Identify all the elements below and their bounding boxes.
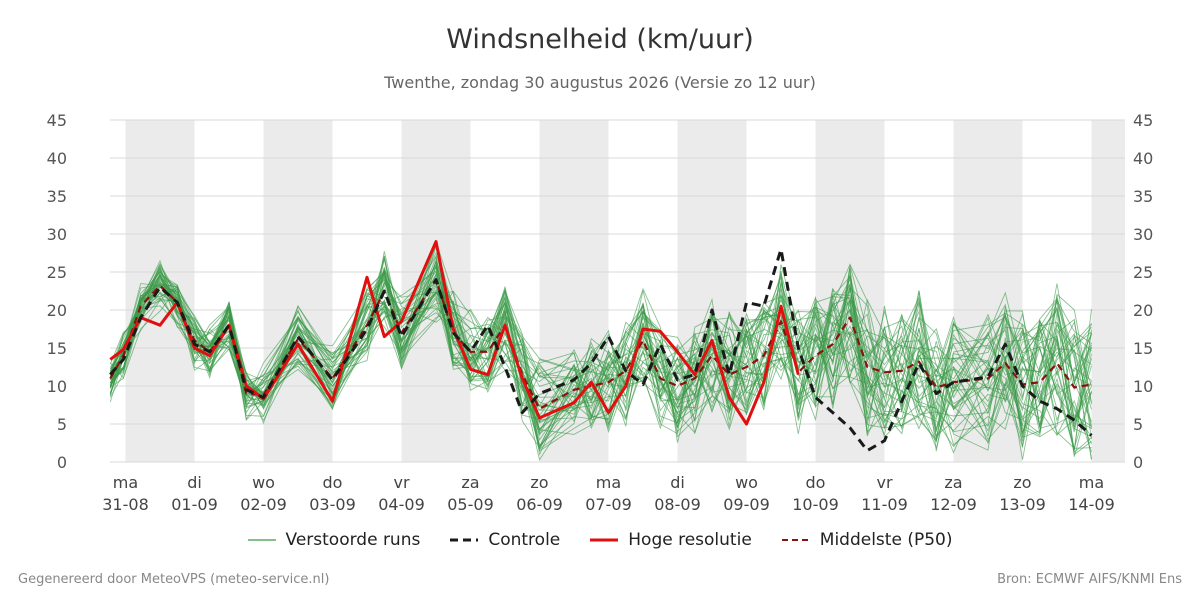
y-tick-label-right: 35 — [1133, 187, 1153, 206]
x-tick-date: 10-09 — [792, 495, 839, 514]
x-tick-day: ma — [1079, 473, 1104, 492]
axes: 0 0 5 5 10 10 15 15 20 20 25 25 30 30 35 35 40 40 45 45 ma 31… — [47, 111, 1154, 514]
x-tick-date: 31-08 — [102, 495, 149, 514]
x-tick-date: 05-09 — [447, 495, 494, 514]
x-tick-day: ma — [113, 473, 138, 492]
legend-label-control: Controle — [488, 530, 561, 550]
legend-item-hires[interactable]: Hoge resolutie — [590, 530, 752, 550]
footer-source: Bron: ECMWF AIFS/KNMI Ens — [997, 572, 1182, 587]
x-tick-day: ma — [596, 473, 621, 492]
x-tick-date: 11-09 — [861, 495, 908, 514]
y-tick-label-left: 15 — [47, 339, 67, 358]
x-tick-date: 13-09 — [999, 495, 1046, 514]
ensemble-run-line — [109, 286, 1092, 461]
shaded-band — [125, 120, 195, 462]
x-tick-date: 14-09 — [1068, 495, 1115, 514]
x-tick-day: vr — [876, 473, 892, 492]
x-tick-date: 02-09 — [240, 495, 287, 514]
y-tick-label-left: 25 — [47, 263, 67, 282]
x-tick-day: di — [670, 473, 685, 492]
legend-swatch-hires — [590, 538, 619, 542]
y-tick-label-right: 10 — [1133, 377, 1153, 396]
x-tick-day: zo — [1013, 473, 1031, 492]
legend-label-ensemble: Verstoorde runs — [285, 530, 421, 550]
legend-swatch-median — [781, 539, 810, 541]
legend-label-hires: Hoge resolutie — [628, 530, 752, 550]
y-tick-label-left: 45 — [47, 111, 67, 130]
x-tick-day: zo — [530, 473, 548, 492]
y-tick-label-right: 45 — [1133, 111, 1153, 130]
shaded-band — [263, 120, 333, 462]
x-tick-day: wo — [252, 473, 275, 492]
ensemble-run-line — [109, 264, 1092, 434]
y-tick-label-right: 20 — [1133, 301, 1153, 320]
x-tick-date: 09-09 — [723, 495, 770, 514]
x-tick-date: 03-09 — [309, 495, 356, 514]
x-tick-date: 08-09 — [654, 495, 701, 514]
legend-item-ensemble[interactable]: Verstoorde runs — [247, 530, 421, 550]
x-tick-date: 04-09 — [378, 495, 425, 514]
y-tick-label-right: 30 — [1133, 225, 1153, 244]
legend: Verstoorde runs Controle Hoge resolutie … — [0, 530, 1200, 550]
weekend-bands — [125, 120, 1125, 462]
legend-item-control[interactable]: Controle — [450, 530, 560, 550]
legend-label-median: Middelste (P50) — [819, 530, 953, 550]
y-tick-label-right: 40 — [1133, 149, 1153, 168]
y-tick-label-right: 0 — [1133, 453, 1143, 472]
y-tick-label-right: 15 — [1133, 339, 1153, 358]
y-tick-label-left: 10 — [47, 377, 67, 396]
y-tick-label-left: 5 — [57, 415, 67, 434]
y-tick-label-left: 0 — [57, 453, 67, 472]
x-tick-date: 06-09 — [516, 495, 563, 514]
x-tick-day: do — [806, 473, 826, 492]
chart-subtitle: Twenthe, zondag 30 augustus 2026 (Versie… — [384, 73, 816, 92]
x-tick-day: do — [323, 473, 343, 492]
ensemble-run-line — [109, 280, 1092, 434]
footer-generated-by: Gegenereerd door MeteoVPS (meteo-service… — [18, 572, 330, 587]
x-tick-day: za — [944, 473, 962, 492]
y-tick-label-left: 30 — [47, 225, 67, 244]
shaded-band — [1091, 120, 1125, 462]
legend-item-median[interactable]: Middelste (P50) — [781, 530, 953, 550]
chart-title: Windsnelheid (km/uur) — [446, 24, 754, 55]
y-tick-label-left: 20 — [47, 301, 67, 320]
legend-swatch-ensemble — [247, 539, 276, 541]
y-tick-label-left: 35 — [47, 187, 67, 206]
ensemble-run-line — [109, 251, 1092, 430]
y-tick-label-left: 40 — [47, 149, 67, 168]
main-series — [109, 240, 1093, 453]
x-tick-day: vr — [393, 473, 409, 492]
x-tick-date: 12-09 — [930, 495, 977, 514]
series-line-control — [109, 247, 1093, 453]
x-tick-day: za — [461, 473, 479, 492]
legend-swatch-control — [450, 538, 479, 542]
x-tick-date: 01-09 — [171, 495, 218, 514]
y-tick-label-right: 25 — [1133, 263, 1153, 282]
x-tick-day: wo — [735, 473, 758, 492]
y-tick-label-right: 5 — [1133, 415, 1143, 434]
x-tick-date: 07-09 — [585, 495, 632, 514]
ensemble-run-line — [110, 297, 1092, 428]
ensemble-run-line — [109, 280, 1092, 428]
x-tick-day: di — [187, 473, 202, 492]
